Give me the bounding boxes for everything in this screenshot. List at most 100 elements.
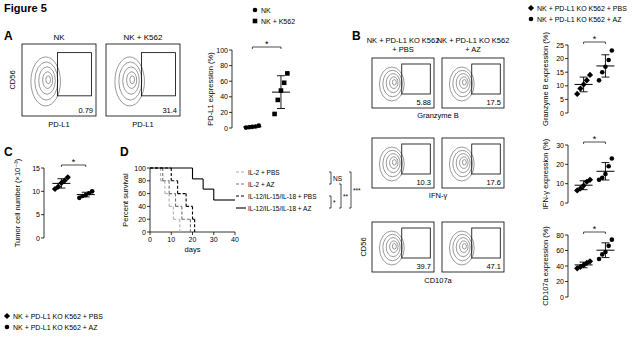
y-axis-label: Tumor cell number (×10⁻³)	[13, 158, 22, 247]
gate	[472, 64, 501, 94]
flow-plot: 47.1CD107a	[424, 222, 504, 285]
x-tick	[213, 232, 214, 235]
y-tick-label: 20	[556, 161, 564, 168]
y-tick-label: 15	[556, 69, 564, 76]
density-contour	[383, 70, 402, 97]
plot-area	[243, 71, 290, 130]
y-tick	[565, 250, 568, 251]
y-tick	[565, 145, 568, 146]
survival-drop	[171, 168, 172, 181]
plot-area	[150, 168, 235, 232]
panel-label: B	[352, 29, 361, 43]
y-tick	[565, 45, 568, 46]
y-tick	[565, 266, 568, 267]
plot-frame	[442, 222, 504, 272]
y-tick	[565, 297, 568, 298]
data-point	[282, 80, 287, 85]
density-contour	[379, 231, 404, 265]
flow-plot: 10.3	[372, 138, 434, 188]
legend-line	[236, 183, 246, 184]
density-contour	[449, 147, 474, 181]
survival-drop	[186, 194, 187, 207]
data-point	[90, 189, 95, 194]
y-tick	[565, 72, 568, 73]
y-axis	[568, 45, 569, 113]
density-contour	[386, 74, 400, 93]
legend-marker	[253, 8, 258, 13]
plot-title: NK + K562	[124, 33, 163, 42]
significance-label: **	[343, 193, 349, 200]
survival-step	[182, 219, 191, 220]
figure: Figure 5A0.79NKPD-L1CD5631.4NK + K562PD-…	[0, 0, 640, 360]
mean-line	[243, 126, 261, 127]
y-tick-label: 80	[556, 232, 564, 239]
significance-label: *	[265, 39, 269, 49]
data-point	[257, 123, 262, 128]
y-tick	[41, 168, 44, 169]
data-point	[584, 77, 590, 83]
y-tick	[565, 183, 568, 184]
gate	[142, 53, 176, 96]
survival-step	[186, 206, 192, 207]
density-contour	[456, 74, 470, 93]
y-axis	[568, 145, 569, 203]
error-bar	[580, 262, 588, 268]
y-tick-label: 10	[32, 188, 40, 195]
dot-plot: 051015Tumor cell number (×10⁻³)NK + PD-L…	[4, 157, 103, 331]
gate-value: 17.6	[486, 178, 501, 187]
legend-line	[236, 195, 246, 196]
panel-label: A	[4, 29, 13, 43]
legend-label: NK + PD-L1 KO K562 + PBS	[13, 313, 103, 320]
y-tick-label: 60	[138, 190, 146, 197]
y-tick	[147, 168, 150, 169]
density-contour	[130, 76, 135, 84]
gate	[472, 228, 501, 258]
gate-value: 17.5	[486, 98, 501, 107]
density-contour	[453, 70, 472, 97]
density-contour	[386, 154, 400, 173]
significance-bracket	[349, 172, 351, 208]
y-tick	[565, 164, 568, 165]
density-contour	[379, 147, 404, 181]
legend-label: IL-12/IL-15/IL-18 + PBS	[248, 193, 317, 200]
y-tick-label: 0	[142, 229, 146, 236]
data-point	[597, 78, 602, 83]
error-bar	[580, 77, 588, 92]
y-tick-label: 100	[134, 165, 146, 172]
data-point	[610, 156, 615, 161]
significance-label: *	[72, 157, 76, 167]
y-tick-label: 5	[560, 96, 564, 103]
gate	[58, 53, 92, 96]
legend-marker	[253, 19, 258, 24]
y-axis-label: CD107a expression (%)	[541, 226, 550, 306]
data-point	[587, 177, 593, 183]
y-tick	[565, 99, 568, 100]
y-tick-label: 40	[220, 93, 228, 100]
density-contour	[460, 77, 468, 89]
significance-bracket	[339, 184, 341, 208]
legend-label: NK + K562	[261, 18, 295, 25]
x-tick-label: 40	[231, 236, 239, 243]
y-axis-label: IFN-γ expression (%)	[541, 138, 550, 209]
plot-frame	[106, 44, 180, 116]
density-contour	[127, 72, 137, 89]
error-bar	[82, 192, 90, 197]
y-tick	[229, 96, 232, 97]
error-bar	[277, 76, 285, 109]
dot-plot: 0102030IFN-γ expression (%)*	[541, 134, 614, 210]
x-axis-label: IFN-γ	[429, 191, 448, 200]
error-bar	[601, 55, 609, 77]
gate-value: 10.3	[416, 178, 431, 187]
plot-frame	[372, 222, 434, 272]
y-tick-label: 0	[36, 235, 40, 242]
survival-drop	[181, 206, 182, 219]
y-tick-label: 0	[560, 110, 564, 117]
y-tick-label: 15	[32, 165, 40, 172]
x-tick-label: 10	[167, 236, 175, 243]
gate-value: 47.1	[486, 262, 501, 271]
y-tick-label: 80	[220, 62, 228, 69]
y-tick	[147, 219, 150, 220]
survival-step	[163, 180, 169, 181]
data-point	[574, 91, 580, 97]
error-bar	[601, 163, 609, 180]
